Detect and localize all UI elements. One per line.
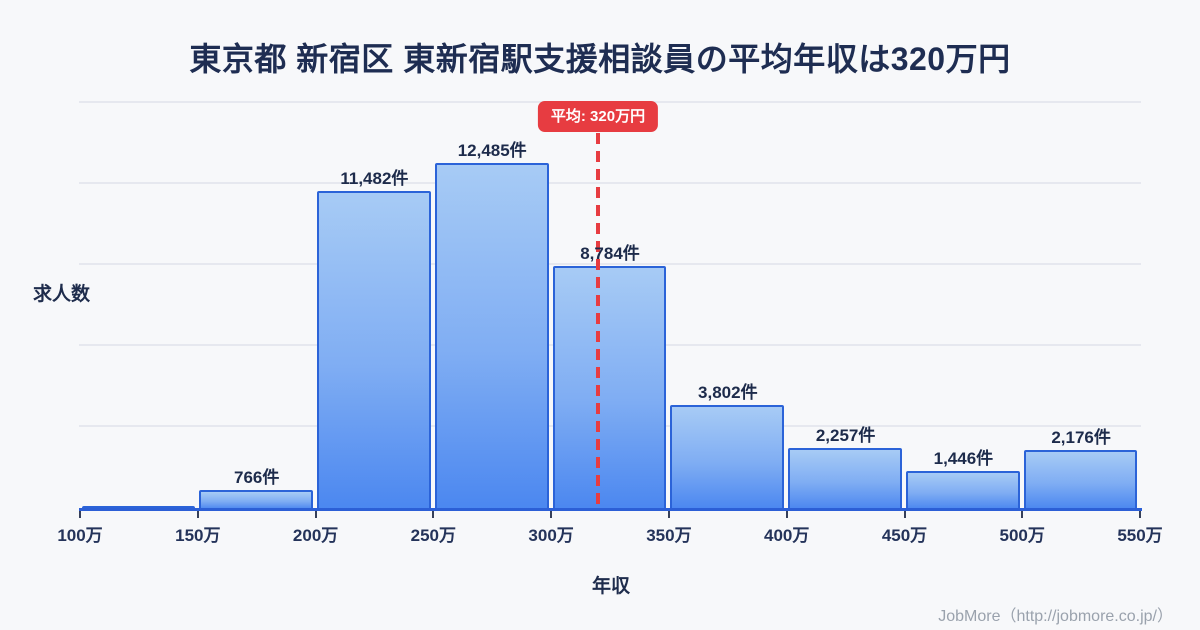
x-tick-mark <box>667 511 670 518</box>
x-tick-label: 300万 <box>528 526 574 545</box>
x-tick-label: 150万 <box>175 526 221 545</box>
x-tick-mark <box>79 511 81 518</box>
x-tick-label: 500万 <box>999 526 1045 545</box>
bar-value-label: 1,446件 <box>933 449 994 468</box>
x-tick-mark <box>196 511 199 518</box>
footer-credit: JobMore（http://jobmore.co.jp/） <box>938 608 1173 625</box>
bar-value-label: 2,257件 <box>815 426 876 445</box>
y-axis-label: 求人数 <box>33 284 91 305</box>
x-tick-label: 350万 <box>646 526 692 545</box>
x-tick-label: 200万 <box>292 526 339 545</box>
x-tick-label: 400万 <box>764 526 810 545</box>
x-tick-mark <box>550 511 553 518</box>
x-tick-label: 100万 <box>57 526 103 545</box>
x-tick-mark <box>903 511 906 518</box>
bar <box>788 448 902 511</box>
bar <box>1023 450 1138 511</box>
gridline <box>79 182 1141 184</box>
average-badge: 平均: 320万円 <box>537 101 659 132</box>
bar-value-label: 12,485件 <box>457 141 527 160</box>
bar <box>906 471 1020 511</box>
bar-value-label: 2,176件 <box>1051 428 1111 447</box>
x-axis-label: 年収 <box>591 576 630 597</box>
bar-value-label: 3,802件 <box>698 383 758 402</box>
x-axis-line <box>79 508 1142 511</box>
x-tick-mark <box>432 511 435 518</box>
average-line <box>596 133 600 511</box>
gridline <box>79 263 1141 265</box>
bar-value-label: 766件 <box>234 468 280 487</box>
x-tick-mark <box>1139 511 1141 518</box>
bar <box>317 191 431 511</box>
bar-value-label: 11,482件 <box>340 169 409 188</box>
bar-value-label: 8,784件 <box>580 244 640 263</box>
bar <box>552 266 667 511</box>
x-tick-label: 250万 <box>410 526 456 545</box>
x-tick-mark <box>785 511 788 518</box>
x-tick-mark <box>1021 511 1024 518</box>
chart-title: 東京都 新宿区 東新宿駅支援相談員の平均年収は320万円 <box>189 41 1011 77</box>
x-tick-label: 550万 <box>1117 526 1163 545</box>
x-tick-mark <box>314 511 317 518</box>
bar <box>670 405 785 511</box>
bar <box>434 163 549 511</box>
x-tick-label: 450万 <box>881 526 928 545</box>
